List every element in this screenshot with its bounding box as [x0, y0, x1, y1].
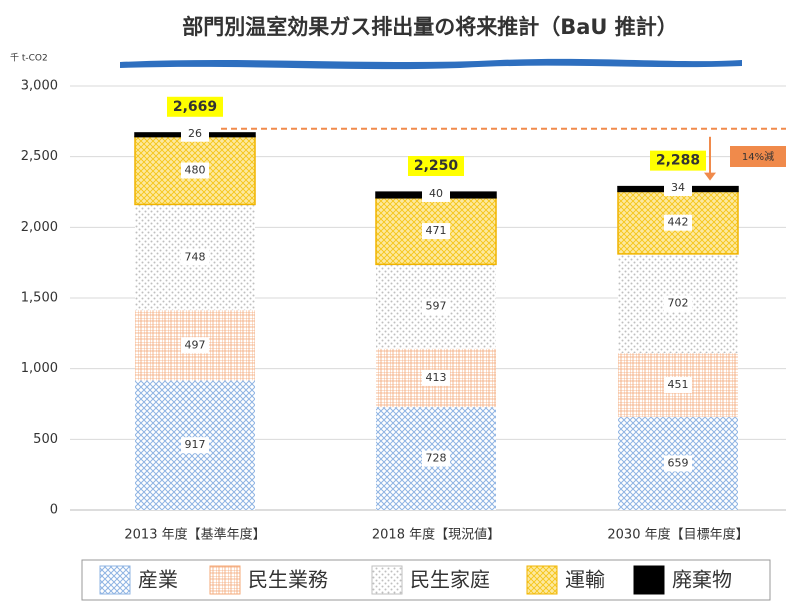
total-label: 2,288 [656, 153, 700, 169]
legend-swatch [99, 565, 131, 595]
legend-swatch [209, 565, 241, 595]
value-label: 480 [185, 164, 206, 177]
value-label-bg [422, 369, 450, 386]
value-label: 917 [185, 438, 206, 451]
annotation-bg [730, 146, 786, 167]
value-label: 497 [185, 338, 206, 351]
total-label: 2,669 [173, 99, 217, 115]
legend-label: 民生家庭 [410, 568, 490, 592]
total-label-bg [408, 156, 464, 176]
value-label-bg [181, 249, 209, 266]
x-tick-label: 2030 年度【目標年度】 [607, 527, 748, 543]
value-label: 442 [668, 216, 689, 229]
x-tick-label: 2013 年度【基準年度】 [124, 527, 265, 543]
value-label: 597 [426, 300, 447, 313]
value-label-bg [422, 298, 450, 315]
value-label: 748 [185, 250, 206, 263]
value-label-bg [181, 162, 209, 179]
legend-swatch [633, 565, 665, 595]
chart-title: 部門別温室効果ガス排出量の将来推計（BaU 推計） [182, 15, 678, 39]
value-label: 413 [426, 371, 447, 384]
value-label: 40 [429, 187, 443, 200]
legend-label: 民生業務 [248, 568, 328, 592]
value-label: 702 [668, 297, 689, 310]
y-tick-label: 500 [33, 432, 58, 447]
value-label-bg [664, 295, 692, 312]
y-tick-label: 2,000 [21, 220, 58, 235]
value-label-bg [181, 337, 209, 354]
legend-box [81, 559, 771, 601]
x-tick-label: 2018 年度【現況値】 [372, 527, 500, 543]
value-label: 34 [671, 181, 685, 194]
value-label: 659 [668, 456, 689, 469]
value-label-bg [422, 223, 450, 240]
value-label: 451 [668, 378, 689, 391]
value-label-bg [664, 376, 692, 393]
value-label-bg [422, 185, 450, 202]
legend-swatch [371, 565, 403, 595]
legend-label: 産業 [138, 568, 178, 592]
title-underline [120, 58, 742, 70]
total-label-bg [650, 150, 706, 171]
y-unit-label: 千 t-CO2 [10, 53, 48, 64]
value-label: 728 [426, 452, 447, 465]
y-tick-label: 2,500 [21, 149, 58, 164]
y-tick-label: 0 [50, 503, 58, 518]
y-tick-label: 1,000 [21, 361, 58, 376]
value-label: 26 [188, 127, 202, 140]
legend-label: 廃棄物 [672, 568, 732, 592]
value-label-bg [664, 455, 692, 472]
legend-swatch [526, 565, 558, 595]
value-label-bg [664, 180, 692, 197]
total-label-bg [167, 96, 223, 117]
reduction-arrowhead [704, 172, 716, 181]
value-label-bg [181, 125, 209, 142]
annotation: 14%減 [742, 150, 774, 163]
value-label-bg [664, 214, 692, 231]
total-label: 2,250 [414, 158, 459, 174]
y-tick-label: 1,500 [21, 291, 58, 306]
legend-label: 運輸 [565, 568, 605, 592]
value-label: 471 [426, 224, 447, 237]
value-label-bg [422, 450, 450, 467]
value-label-bg [181, 437, 209, 454]
y-tick-label: 3,000 [21, 79, 58, 94]
